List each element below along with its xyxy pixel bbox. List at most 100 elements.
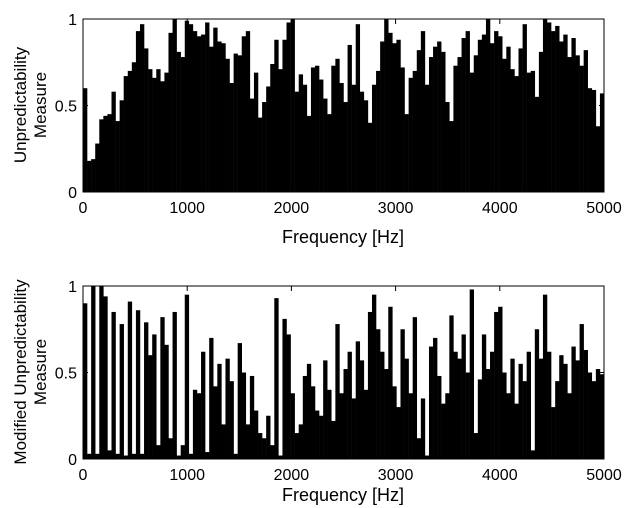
lower-bar: [384, 369, 389, 459]
lower-bar: [404, 358, 409, 459]
lower-x-tick-label: 4000: [482, 467, 518, 484]
lower-bar: [351, 398, 356, 459]
upper-bar: [367, 122, 373, 192]
upper-bar: [526, 72, 531, 192]
lower-bar: [453, 351, 458, 459]
lower-bar: [127, 301, 133, 459]
upper-bar: [152, 77, 157, 192]
lower-bar: [164, 344, 169, 459]
lower-y-ticks: 00.51: [55, 279, 604, 469]
lower-x-tick-label: 5000: [586, 467, 622, 484]
lower-bar: [502, 372, 507, 459]
lower-bar: [595, 369, 601, 459]
upper-bar: [555, 25, 560, 193]
lower-x-tick-label: 0: [79, 467, 88, 484]
upper-bar: [270, 63, 275, 193]
lower-bar: [107, 450, 112, 459]
lower-bar: [437, 375, 442, 459]
upper-bar: [315, 65, 320, 192]
lower-x-ticks: 0 1000 2000 3000 4000 5000: [79, 286, 622, 484]
upper-bar: [164, 72, 169, 192]
lower-bar: [278, 455, 283, 459]
upper-bar: [310, 67, 316, 192]
upper-bar: [416, 50, 422, 192]
upper-bar: [534, 96, 540, 192]
upper-bar: [323, 98, 328, 192]
upper-bar: [209, 46, 214, 193]
lower-bar: [192, 389, 198, 459]
lower-bar: [119, 324, 124, 459]
lower-bar: [477, 379, 483, 459]
lower-bar: [599, 374, 605, 459]
upper-bar: [457, 57, 462, 193]
lower-bar: [306, 363, 312, 459]
upper-bar: [420, 31, 426, 192]
upper-bar: [453, 65, 458, 192]
lower-bar: [587, 372, 593, 459]
lower-bar: [575, 360, 580, 459]
lower-bar: [323, 360, 328, 459]
upper-bar: [384, 19, 389, 192]
lower-bar: [331, 420, 336, 459]
upper-bar: [217, 41, 222, 193]
upper-bar: [258, 117, 263, 192]
lower-bar: [343, 369, 348, 459]
upper-bar: [119, 100, 124, 192]
lower-bar: [526, 351, 531, 459]
upper-bar: [335, 58, 340, 192]
upper-bar: [184, 20, 190, 193]
lower-bar: [241, 372, 247, 459]
lower-x-axis-label: Frequency [Hz]: [282, 485, 404, 505]
lower-bar: [359, 360, 365, 459]
upper-bar: [351, 84, 356, 192]
lower-bar: [347, 351, 352, 459]
lower-bar: [225, 358, 230, 459]
upper-bar: [392, 43, 397, 192]
lower-bar: [559, 355, 564, 459]
lower-bar: [196, 393, 202, 459]
lower-bar: [87, 453, 92, 459]
upper-bar: [168, 32, 173, 193]
lower-bar: [282, 318, 287, 459]
upper-bar: [424, 84, 430, 192]
upper-x-tick-label: 4000: [482, 200, 518, 217]
upper-bar: [91, 159, 96, 192]
lower-bar: [542, 294, 548, 459]
lower-bar: [563, 363, 568, 459]
lower-x-tick-label: 3000: [378, 467, 414, 484]
upper-bar: [249, 98, 255, 192]
lower-bar: [139, 453, 145, 459]
upper-bar: [587, 88, 593, 192]
lower-bar: [506, 393, 511, 459]
upper-bar: [575, 55, 580, 192]
lower-bar: [148, 355, 153, 459]
lower-bar: [380, 351, 385, 459]
upper-bar: [591, 89, 597, 192]
upper-bar: [396, 39, 401, 192]
upper-bar: [201, 34, 206, 192]
upper-y-axis-label-line2: Measure: [31, 72, 50, 138]
lower-y-axis-label-line1: Modified Unpredictability: [11, 279, 30, 465]
upper-bar: [95, 143, 100, 192]
upper-bar: [563, 34, 568, 192]
lower-y-tick-label: 0.5: [55, 366, 77, 383]
upper-bar: [131, 62, 137, 192]
lower-bar: [95, 453, 100, 459]
upper-bar: [538, 51, 544, 193]
lower-x-tick-label: 1000: [169, 467, 205, 484]
upper-bar: [160, 81, 165, 192]
lower-bar: [376, 329, 381, 459]
upper-bar: [551, 31, 556, 192]
upper-bar: [115, 121, 120, 192]
upper-bar: [144, 48, 149, 192]
upper-bar: [87, 160, 92, 192]
upper-bar: [595, 126, 601, 192]
lower-bar: [115, 453, 120, 459]
lower-bar: [424, 455, 430, 459]
lower-bar: [494, 311, 499, 459]
lower-bar: [449, 315, 454, 459]
upper-bar: [494, 31, 499, 192]
upper-bar: [506, 46, 511, 193]
lower-bar: [144, 322, 149, 459]
upper-bar: [404, 114, 409, 192]
